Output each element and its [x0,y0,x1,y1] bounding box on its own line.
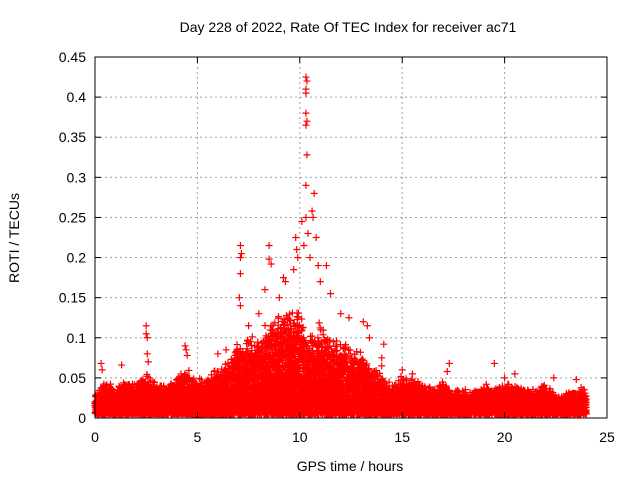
band-point [294,309,302,317]
data-points [91,73,590,418]
band-point [243,345,251,353]
band-point [248,333,256,341]
